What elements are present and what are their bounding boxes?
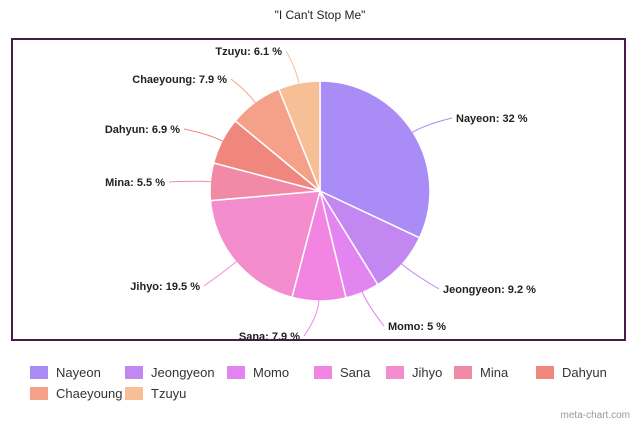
slice-label-chaeyoung: Chaeyoung: 7.9 % [132,74,227,86]
legend-item-nayeon: Nayeon [30,362,101,382]
slice-label-mina: Mina: 5.5 % [105,177,165,189]
legend-swatch [30,365,48,379]
slice-label-dahyun: Dahyun: 6.9 % [105,124,180,136]
slice-label-tzuyu: Tzuyu: 6.1 % [215,46,282,58]
legend-item-jeongyeon: Jeongyeon [125,362,215,382]
legend-label: Nayeon [56,364,101,380]
legend-item-sana: Sana [314,362,370,382]
slice-label-nayeon: Nayeon: 32 % [456,113,528,125]
legend-item-momo: Momo [227,362,289,382]
legend-label: Mina [480,364,509,380]
legend-swatch [125,365,143,379]
chart-title: "I Can't Stop Me" [274,8,366,22]
pie-chart: Nayeon: 32 % Jeongyeon: 9.2 % Momo: 5 % San… [105,46,536,343]
legend-item-mina: Mina [454,362,508,382]
leader-line-jeongyeon [400,262,440,290]
legend-item-dahyun: Dahyun [536,362,607,382]
legend-swatch [125,386,143,400]
legend-label: Chaeyoung [56,385,123,401]
slice-label-jihyo: Jihyo: 19.5 % [130,281,200,293]
leader-line-mina [168,180,213,183]
watermark: meta-chart.com [560,410,630,421]
leader-line-dahyun [183,128,225,143]
legend-label: Sana [340,364,371,380]
legend-swatch [227,365,245,379]
legend-item-chaeyoung: Chaeyoung [30,383,123,403]
legend-label: Jihyo [412,364,443,380]
leader-line-tzuyu [285,50,300,86]
legend-item-jihyo: Jihyo [386,362,442,382]
plot-frame [11,38,626,341]
legend-label: Tzuyu [151,385,187,401]
legend-swatch [314,365,332,379]
legend-swatch [386,365,404,379]
leader-line-momo [361,290,385,327]
legend-label: Momo [253,364,290,380]
leader-line-jihyo [203,260,238,287]
slice-label-jeongyeon: Jeongyeon: 9.2 % [443,284,536,296]
legend-swatch [454,365,472,379]
leader-line-nayeon [410,117,453,134]
legend-label: Jeongyeon [151,364,215,380]
legend-swatch [30,386,48,400]
legend-swatch [536,365,554,379]
legend-label: Dahyun [562,364,607,380]
slice-label-momo: Momo: 5 % [388,321,446,333]
leader-line-sana [303,298,320,337]
leader-line-chaeyoung [230,78,257,105]
slice-label-sana: Sana: 7.9 % [239,331,300,343]
legend-item-tzuyu: Tzuyu [125,383,186,403]
